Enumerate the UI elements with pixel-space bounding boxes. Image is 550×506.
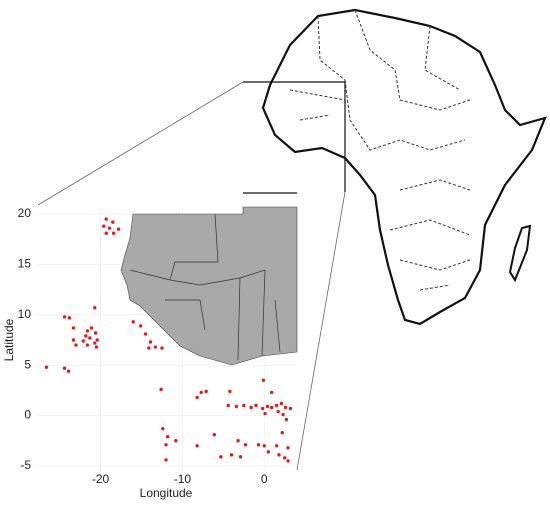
point [236,439,240,443]
point [219,455,223,459]
point [249,405,253,410]
point [204,389,208,394]
point [254,403,258,408]
y-tick-label: 5 [24,357,31,371]
point [95,338,99,342]
point [161,426,165,431]
point [284,417,289,422]
x-axis-label: Longitude [140,486,193,500]
africa-outline [261,8,547,326]
point [84,334,88,338]
point [159,387,163,392]
point [164,458,168,462]
x-tick-label: -10 [174,472,192,486]
point [229,453,234,457]
point [199,390,203,395]
point [66,369,71,373]
point [71,326,76,330]
land [120,206,298,366]
point [274,444,279,448]
zoom-box [243,81,346,194]
point [62,366,67,370]
point [283,456,287,460]
y-axis-label: Latitude [2,318,16,361]
point [242,403,246,408]
point [260,406,265,411]
point [116,227,121,231]
point [138,324,143,328]
point [276,409,280,414]
inset-borders [129,213,281,361]
point [88,336,92,340]
point [265,404,270,409]
zoom-line [37,81,244,206]
point [280,430,284,435]
point [288,406,293,411]
point [243,443,248,447]
point [143,332,148,336]
point [85,329,90,333]
point [165,435,170,439]
point [274,403,279,408]
x-tick-label: -20 [92,472,110,486]
point [164,443,168,447]
point [238,455,243,459]
y-tick-label: 10 [18,307,32,321]
country-borders [289,9,471,291]
x-tick-label: 0 [261,472,268,486]
point [89,326,94,330]
point [195,444,199,448]
point [74,343,78,347]
point [81,339,86,343]
point [93,306,97,310]
point [93,341,97,345]
point [153,345,158,349]
point [111,220,115,224]
point [256,443,261,447]
point [286,446,290,450]
point [212,433,217,437]
point [104,231,108,235]
point [226,403,230,408]
africa-map [37,8,547,471]
point [261,378,266,382]
point [94,345,99,349]
zoom-line [296,191,346,471]
point [62,315,67,319]
point [67,316,72,320]
point [263,411,267,416]
point [148,340,153,344]
madagascar [508,224,532,283]
point [104,217,108,221]
point [44,365,49,369]
point [277,453,281,457]
point [195,395,199,400]
y-tick-label: 20 [18,206,32,220]
point [174,439,178,443]
point [279,401,284,406]
point [71,338,76,342]
point [283,405,288,410]
point [262,444,266,448]
y-tick-label: 15 [18,257,32,271]
point [111,231,116,235]
point [160,346,164,350]
point [93,331,98,335]
point [286,459,290,463]
point [266,450,271,454]
point [281,412,285,417]
y-tick-label: -5 [20,458,31,472]
point [107,226,112,230]
point [85,343,90,347]
point [234,404,239,409]
inset-plot [35,206,298,474]
y-tick-label: 0 [24,408,31,422]
point [269,390,274,395]
point [131,320,135,324]
point [102,224,106,228]
point [147,346,151,350]
point [269,405,274,410]
point [228,389,232,394]
